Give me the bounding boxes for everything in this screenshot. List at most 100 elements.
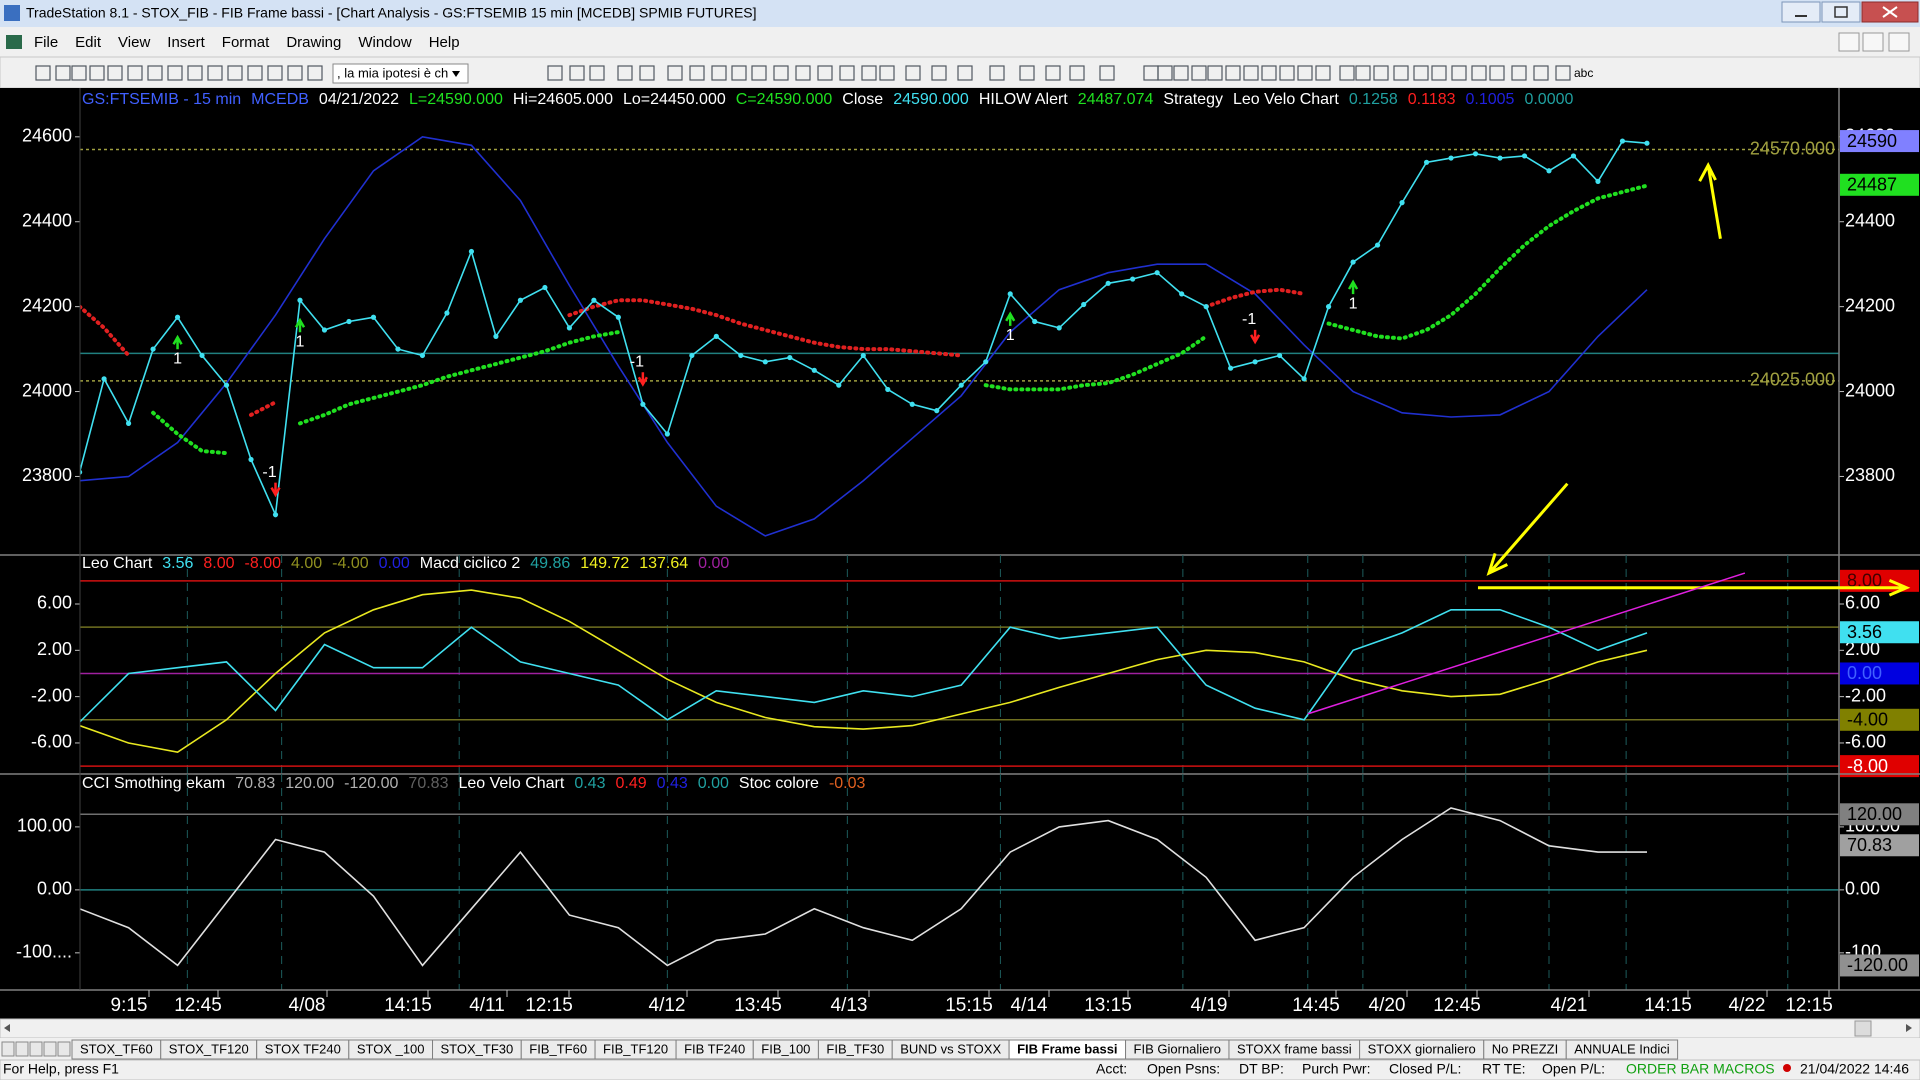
price-marker [1840,834,1919,857]
toolbar-icon[interactable] [879,65,895,81]
toolbar-icon[interactable] [1413,65,1429,81]
toolbar-icon[interactable] [71,65,87,81]
tab-nav[interactable] [43,1041,57,1057]
menu-item[interactable]: Format [222,34,270,51]
toolbar-icon[interactable] [1019,65,1035,81]
toolbar-icon[interactable] [589,65,605,81]
toolbar-icon[interactable] [247,65,263,81]
toolbar-icon[interactable] [287,65,303,81]
toolbar-icon[interactable] [1355,65,1371,81]
x-tick-label: 4/12 [649,995,686,1016]
toolbar-icon[interactable] [227,65,243,81]
mdi-button[interactable] [1862,32,1884,52]
toolbar-icon[interactable] [569,65,585,81]
toolbar-icon[interactable] [1243,65,1259,81]
toolbar-icon[interactable] [617,65,633,81]
toolbar-icon[interactable] [1045,65,1061,81]
toolbar-icon[interactable] [267,65,283,81]
price-marker [1840,130,1919,153]
toolbar-icon[interactable] [1373,65,1389,81]
toolbar-icon[interactable] [751,65,767,81]
toolbar-icon[interactable] [1451,65,1467,81]
menu-item[interactable]: Insert [167,34,205,51]
toolbar-icon[interactable] [55,65,71,81]
toolbar-icon[interactable] [1489,65,1505,81]
scroll-right[interactable] [1906,1024,1912,1032]
toolbar-icon[interactable] [107,65,123,81]
toolbar-icon[interactable] [147,65,163,81]
menu-item[interactable]: Window [358,34,412,51]
maximize-button[interactable] [1821,1,1861,23]
scroll-left[interactable] [4,1024,10,1032]
toolbar-icon[interactable] [1511,65,1527,81]
tab[interactable] [1565,1039,1679,1060]
x-tick-label: 15:15 [945,995,993,1016]
toolbar-icon[interactable] [307,65,323,81]
scroll-thumb[interactable] [1854,1020,1872,1037]
toolbar-icon[interactable] [639,65,655,81]
menu-item[interactable]: File [34,34,58,51]
toolbar-icon[interactable] [1261,65,1277,81]
toolbar-icon[interactable] [89,65,105,81]
toolbar-icon[interactable] [839,65,855,81]
dropdown-arrow [452,71,460,77]
tab-nav[interactable] [1,1041,15,1057]
price-marker-label: 24487 [1847,175,1897,195]
toolbar-icon[interactable] [1431,65,1447,81]
toolbar-icon[interactable] [1157,65,1173,81]
mdi-button[interactable] [1838,32,1860,52]
signal-label: 1 [296,333,305,350]
tab-nav[interactable] [57,1041,71,1057]
toolbar-icon[interactable] [1069,65,1085,81]
toolbar-icon[interactable] [127,65,143,81]
y-tick-label: -2.00 [31,685,72,705]
price-marker [1840,621,1919,644]
header-item: Lo=24450.000 [623,91,726,108]
toolbar-icon[interactable] [795,65,811,81]
toolbar-icon[interactable] [35,65,51,81]
toolbar-icon[interactable] [957,65,973,81]
toolbar-icon[interactable] [207,65,223,81]
mdi-button[interactable] [1888,32,1910,52]
toolbar-icon[interactable] [1339,65,1355,81]
toolbar-icon[interactable] [547,65,563,81]
toolbar-icon[interactable] [711,65,727,81]
toolbar-icon[interactable] [861,65,877,81]
toolbar-icon[interactable] [1225,65,1241,81]
toolbar-icon[interactable] [1191,65,1207,81]
toolbar-icon[interactable] [1099,65,1115,81]
toolbar-icon[interactable] [931,65,947,81]
toolbar-icon[interactable] [1393,65,1409,81]
dropdown[interactable] [332,63,469,84]
toolbar-icon[interactable] [817,65,833,81]
toolbar-icon[interactable] [187,65,203,81]
price-point [468,248,475,255]
toolbar-icon[interactable] [1555,65,1571,81]
scrollbar[interactable] [0,1018,1920,1039]
menu-item[interactable]: Help [429,34,460,51]
toolbar-icon[interactable] [1471,65,1487,81]
x-tick-label: 13:45 [734,995,782,1016]
toolbar-icon[interactable] [731,65,747,81]
text-tool[interactable]: abc [1574,66,1593,80]
menu-item[interactable]: Edit [75,34,102,51]
toolbar-icon[interactable] [1315,65,1331,81]
tab-nav[interactable] [29,1041,43,1057]
toolbar-icon[interactable] [1533,65,1549,81]
toolbar-icon[interactable] [989,65,1005,81]
minimize-button[interactable] [1781,1,1821,23]
yellow-arrow [1486,482,1569,576]
toolbar-icon[interactable] [1279,65,1295,81]
toolbar-icon[interactable] [1207,65,1223,81]
menu-item[interactable]: View [118,34,150,51]
toolbar-icon[interactable] [1297,65,1313,81]
toolbar-icon[interactable] [689,65,705,81]
toolbar-icon[interactable] [167,65,183,81]
tab-nav[interactable] [15,1041,29,1057]
toolbar-icon[interactable] [905,65,921,81]
toolbar-icon[interactable] [1173,65,1189,81]
y-tick-label: 24200 [1845,295,1895,315]
menu-item[interactable]: Drawing [286,34,341,51]
toolbar-icon[interactable] [773,65,789,81]
toolbar-icon[interactable] [667,65,683,81]
